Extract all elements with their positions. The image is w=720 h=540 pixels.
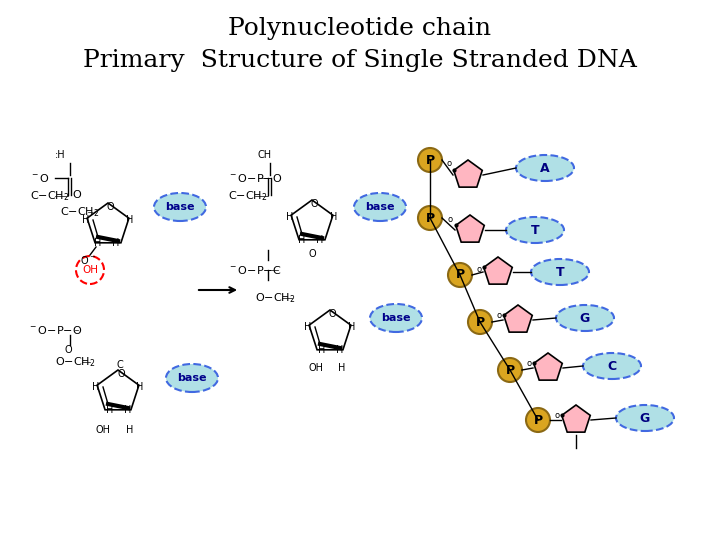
- Text: H: H: [136, 382, 144, 392]
- Polygon shape: [562, 405, 590, 432]
- Text: base: base: [177, 373, 207, 383]
- Text: :H: :H: [55, 150, 66, 160]
- Text: base: base: [365, 202, 395, 212]
- Text: H: H: [305, 322, 312, 332]
- Ellipse shape: [506, 217, 564, 243]
- Polygon shape: [454, 160, 482, 187]
- Polygon shape: [534, 353, 562, 380]
- Ellipse shape: [583, 353, 641, 379]
- Text: C: C: [117, 360, 123, 370]
- Text: OH: OH: [308, 363, 323, 373]
- Text: H: H: [298, 235, 306, 245]
- Text: H: H: [336, 345, 343, 355]
- Text: T: T: [531, 224, 539, 237]
- Ellipse shape: [616, 405, 674, 431]
- Polygon shape: [97, 370, 139, 410]
- Text: P: P: [426, 153, 435, 166]
- Text: H: H: [338, 363, 346, 373]
- Text: P: P: [505, 363, 515, 376]
- Text: O: O: [72, 190, 81, 200]
- Circle shape: [468, 310, 492, 334]
- Text: H: H: [316, 235, 324, 245]
- Text: H: H: [287, 212, 294, 222]
- Circle shape: [448, 263, 472, 287]
- Text: H: H: [94, 238, 102, 248]
- Ellipse shape: [516, 155, 574, 181]
- Text: P: P: [534, 414, 543, 427]
- Ellipse shape: [556, 305, 614, 331]
- Circle shape: [418, 206, 442, 230]
- Text: $^-$O: $^-$O: [30, 172, 50, 184]
- Text: o: o: [447, 214, 453, 224]
- Text: o: o: [496, 312, 502, 321]
- Circle shape: [498, 358, 522, 382]
- Text: H: H: [107, 405, 114, 415]
- Text: H: H: [318, 345, 325, 355]
- Text: H: H: [126, 215, 134, 225]
- Text: P: P: [475, 315, 485, 328]
- Text: base: base: [382, 313, 410, 323]
- Text: O: O: [117, 369, 125, 379]
- Circle shape: [418, 148, 442, 172]
- Text: H: H: [112, 238, 120, 248]
- Text: P: P: [456, 268, 464, 281]
- Text: O: O: [106, 202, 114, 212]
- Polygon shape: [456, 215, 485, 242]
- Text: o: o: [526, 360, 531, 368]
- Text: C: C: [608, 360, 616, 373]
- Text: G: G: [580, 312, 590, 325]
- Text: Primary  Structure of Single Stranded DNA: Primary Structure of Single Stranded DNA: [83, 49, 637, 71]
- Text: C$-$CH$_2$: C$-$CH$_2$: [60, 205, 99, 219]
- Text: H: H: [82, 215, 90, 225]
- Polygon shape: [484, 257, 512, 284]
- Text: G: G: [640, 411, 650, 424]
- Text: o: o: [554, 410, 559, 420]
- Polygon shape: [291, 200, 333, 240]
- Text: H: H: [330, 212, 338, 222]
- Text: O: O: [310, 199, 318, 209]
- Ellipse shape: [154, 193, 206, 221]
- Text: OH: OH: [96, 425, 110, 435]
- Polygon shape: [87, 203, 129, 243]
- Text: C$-$CH$_2$: C$-$CH$_2$: [228, 189, 267, 203]
- Text: A: A: [540, 161, 550, 174]
- Text: H: H: [126, 425, 134, 435]
- Text: O: O: [308, 249, 316, 259]
- Ellipse shape: [354, 193, 406, 221]
- Text: O: O: [328, 309, 336, 319]
- Text: C$-$CH$_2$: C$-$CH$_2$: [30, 189, 69, 203]
- Circle shape: [526, 408, 550, 432]
- Text: H: H: [348, 322, 356, 332]
- Text: H: H: [125, 405, 132, 415]
- Text: o: o: [446, 159, 451, 167]
- Text: O$-$CH$_2$: O$-$CH$_2$: [55, 355, 96, 369]
- Text: P: P: [426, 212, 435, 225]
- Text: o: o: [477, 265, 482, 273]
- Text: H: H: [92, 382, 99, 392]
- Text: base: base: [166, 202, 194, 212]
- Text: O$^-$: O$^-$: [80, 254, 96, 266]
- Text: CH: CH: [258, 150, 272, 160]
- Text: $^-$O$-$P$-$O: $^-$O$-$P$-$O: [228, 172, 282, 184]
- Text: OH: OH: [82, 265, 98, 275]
- Text: O$-$CH$_2$: O$-$CH$_2$: [255, 291, 295, 305]
- Text: T: T: [556, 266, 564, 279]
- Text: $^-$O$-$P$-$C: $^-$O$-$P$-$C: [228, 264, 282, 276]
- Polygon shape: [504, 305, 532, 332]
- Text: Polynucleotide chain: Polynucleotide chain: [228, 17, 492, 39]
- Circle shape: [76, 256, 104, 284]
- Ellipse shape: [370, 304, 422, 332]
- Text: O: O: [64, 345, 72, 355]
- Ellipse shape: [531, 259, 589, 285]
- Polygon shape: [309, 310, 351, 350]
- Ellipse shape: [166, 364, 218, 392]
- Text: $^-$O$-$P$-$O: $^-$O$-$P$-$O: [28, 324, 82, 336]
